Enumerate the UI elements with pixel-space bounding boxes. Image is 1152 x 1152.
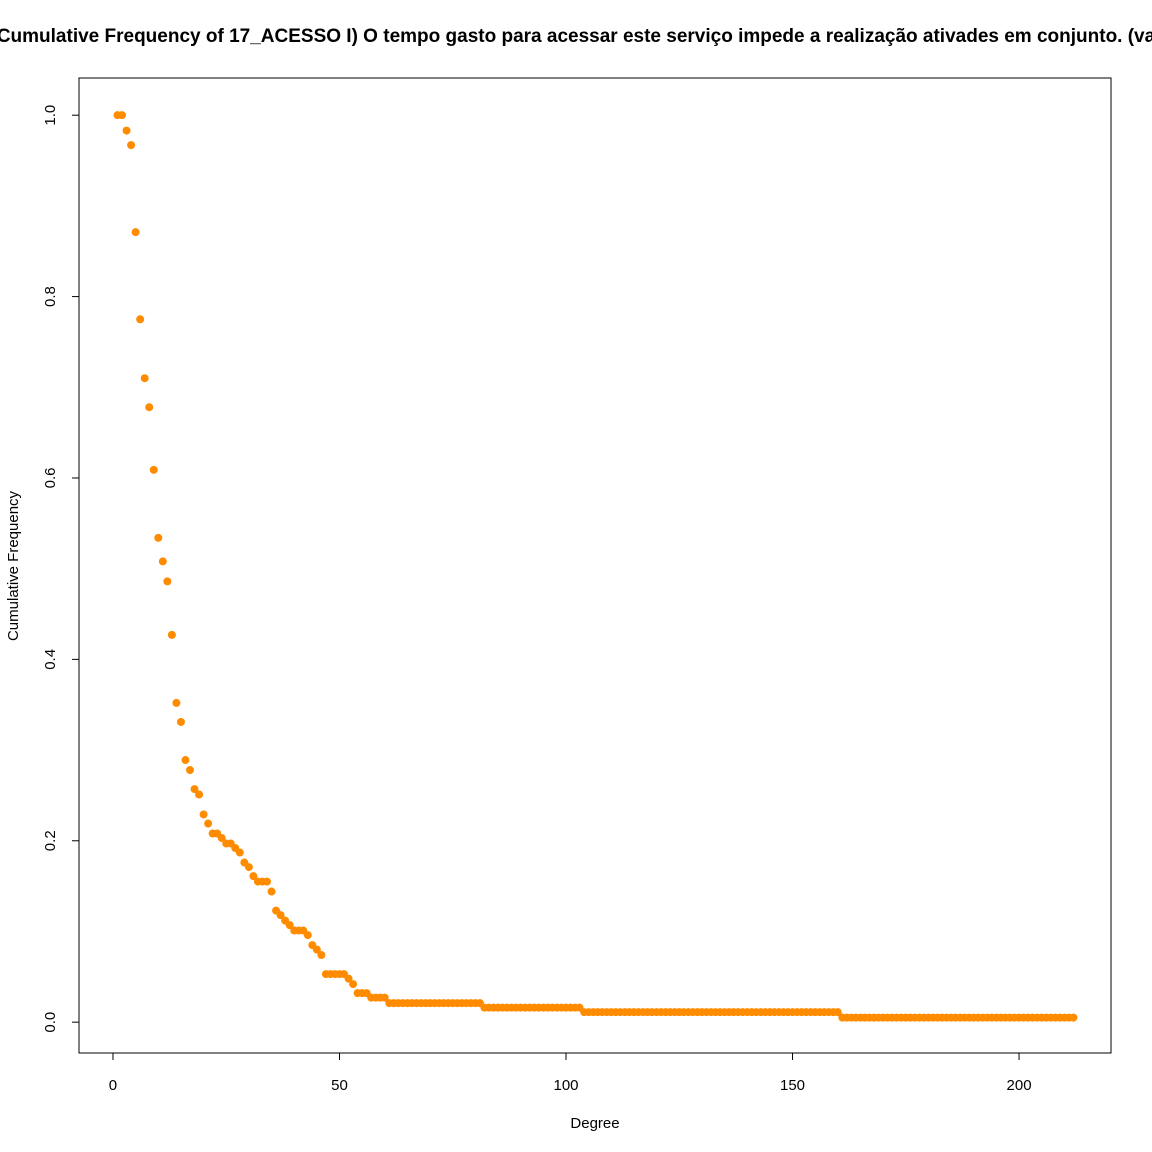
point <box>131 228 140 237</box>
x-tick-label: 200 <box>1007 1077 1032 1094</box>
point <box>344 974 353 983</box>
point <box>1069 1013 1078 1022</box>
point <box>176 717 185 726</box>
y-tick-label: 0.0 <box>42 1012 59 1033</box>
point <box>199 810 208 819</box>
point <box>380 993 389 1002</box>
point <box>217 834 226 843</box>
point <box>833 1008 842 1017</box>
x-tick-label: 50 <box>331 1077 348 1094</box>
point <box>204 819 213 828</box>
point <box>181 756 190 765</box>
point <box>195 790 204 799</box>
point <box>303 931 312 940</box>
y-tick-label: 0.2 <box>42 830 59 851</box>
point <box>235 848 244 857</box>
y-tick-label: 0.8 <box>42 286 59 307</box>
point <box>163 577 172 586</box>
chart-title: Cumulative Frequency of 17_ACESSO I) O t… <box>0 26 1152 47</box>
point <box>145 403 154 412</box>
x-axis-label: Degree <box>570 1115 619 1132</box>
point <box>263 877 272 886</box>
point <box>185 766 194 775</box>
plot-frame <box>78 77 1112 1054</box>
x-tick-label: 150 <box>780 1077 805 1094</box>
point <box>122 126 131 135</box>
point <box>349 980 358 989</box>
point <box>244 863 253 872</box>
y-tick-label: 0.4 <box>42 649 59 670</box>
point <box>267 887 276 896</box>
point <box>118 111 127 120</box>
point <box>136 315 145 324</box>
point <box>127 141 136 150</box>
point <box>149 465 158 474</box>
point <box>154 533 163 542</box>
x-tick-label: 0 <box>109 1077 117 1094</box>
point <box>285 921 294 930</box>
point <box>276 911 285 920</box>
point <box>158 557 167 566</box>
point <box>312 945 321 954</box>
point <box>172 698 181 707</box>
point <box>190 785 199 794</box>
y-axis-label: Cumulative Frequency <box>5 490 22 641</box>
point <box>317 951 326 960</box>
point <box>140 374 149 383</box>
point <box>249 872 258 881</box>
point <box>167 630 176 639</box>
y-tick-label: 1.0 <box>42 105 59 126</box>
x-tick-label: 100 <box>553 1077 578 1094</box>
y-tick-label: 0.6 <box>42 468 59 489</box>
